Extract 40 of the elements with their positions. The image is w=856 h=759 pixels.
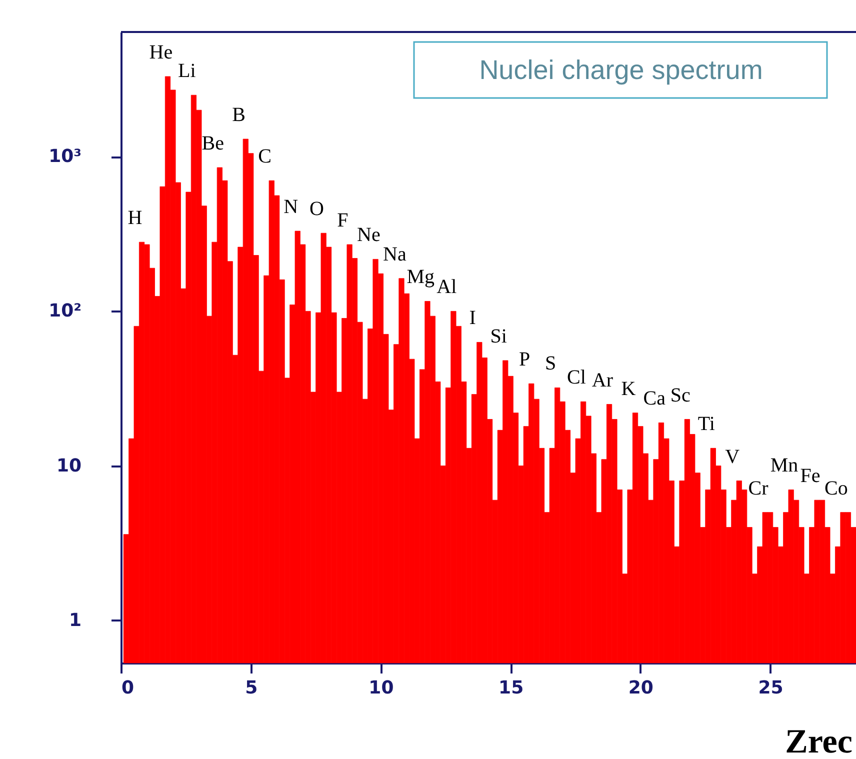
- y-tick-label: 10³: [48, 146, 82, 168]
- annotation: I: [469, 307, 476, 330]
- annotation: Ar: [592, 369, 614, 392]
- annotation: F: [337, 210, 348, 232]
- y-tick-label: 10: [56, 455, 82, 476]
- annotation: V: [725, 446, 740, 468]
- x-tick-label: 15: [498, 678, 524, 698]
- annotation: S: [544, 352, 556, 375]
- text: Nuclei charge spectrum: [479, 55, 763, 85]
- annotation: Ti: [698, 413, 716, 436]
- x-tick-label: 5: [245, 678, 258, 698]
- x-tick-label: 25: [758, 678, 784, 698]
- annotation: Sc: [670, 384, 690, 406]
- x-tick-label: 0: [122, 678, 134, 698]
- annotation: Cl: [567, 366, 586, 389]
- annotation: Ne: [357, 224, 380, 246]
- annotation: Be: [202, 132, 224, 155]
- annotation: Co: [824, 477, 848, 500]
- annotation: Mg: [406, 266, 435, 288]
- annotation: K: [621, 378, 636, 400]
- x-tick-label: 10: [368, 678, 394, 698]
- annotation: B: [232, 104, 246, 126]
- annotation: H: [128, 207, 142, 230]
- annotation: C: [258, 146, 272, 168]
- annotation: Ca: [643, 388, 666, 410]
- annotation: Fe: [800, 465, 820, 488]
- annotation: O: [310, 198, 324, 220]
- x-axis-title: Zrec: [785, 724, 852, 759]
- annotation: Na: [383, 243, 406, 266]
- annotation: Al: [436, 276, 458, 298]
- annotation: Cr: [748, 477, 769, 500]
- annotation: P: [518, 348, 530, 371]
- annotation: Si: [490, 325, 508, 348]
- x-tick-label: 20: [628, 678, 654, 698]
- annotation: He: [149, 41, 173, 64]
- y-tick-label: 10²: [48, 300, 82, 322]
- annotation: Li: [178, 60, 196, 82]
- annotation: Mn: [770, 454, 798, 477]
- y-tick-label: 1: [68, 610, 82, 631]
- annotation: N: [284, 196, 298, 218]
